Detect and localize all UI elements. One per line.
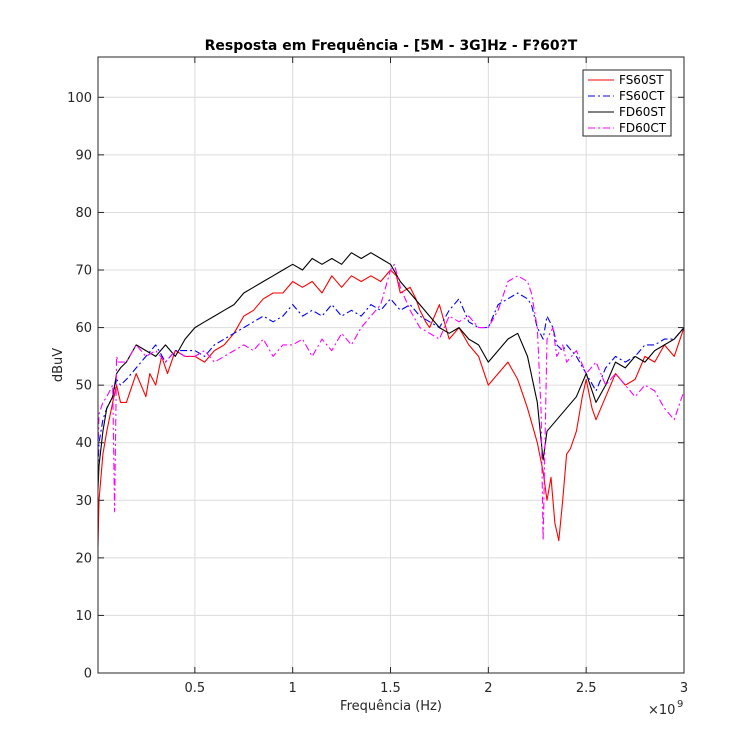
x-tick-label: 0.5 xyxy=(185,681,206,696)
legend-box xyxy=(582,69,672,137)
y-tick-label: 30 xyxy=(75,494,92,509)
x-exponent-power: 9 xyxy=(677,699,683,710)
legend-label: FD60ST xyxy=(619,105,666,119)
y-tick-labels: 0 10 20 30 40 50 60 70 80 90 100 xyxy=(67,91,92,682)
series-line-fd60st xyxy=(97,252,685,489)
legend-label: FD60CT xyxy=(619,121,667,135)
y-tick-label: 20 xyxy=(75,551,92,566)
y-tick-label: 70 xyxy=(75,264,92,279)
series-line-fs60st xyxy=(97,269,685,547)
x-tick-label: 2 xyxy=(484,681,492,696)
legend: FS60ST FS60CT FD60ST FD60CT xyxy=(582,69,672,137)
y-tick-label: 10 xyxy=(75,609,92,624)
legend-entries: FS60ST FS60CT FD60ST FD60CT xyxy=(588,73,667,135)
y-tick-label: 100 xyxy=(67,91,92,106)
y-tick-label: 60 xyxy=(75,321,92,336)
y-axis-label: dBuV xyxy=(51,348,66,382)
legend-label: FS60ST xyxy=(619,73,664,87)
x-exponent-multiplier: ×10 xyxy=(648,703,675,718)
x-axis-label: Frequência (Hz) xyxy=(340,699,442,714)
x-tick-label: 2.5 xyxy=(576,681,597,696)
y-tick-label: 90 xyxy=(75,148,92,163)
y-tick-label: 0 xyxy=(84,667,92,682)
series-lines xyxy=(97,252,685,547)
y-tick-label: 50 xyxy=(75,379,92,394)
x-tick-label: 1 xyxy=(289,681,297,696)
x-tick-labels: 0.5 1 1.5 2 2.5 3 xyxy=(185,681,689,696)
y-tick-label: 80 xyxy=(75,206,92,221)
series-line-fd60ct xyxy=(97,263,685,542)
x-tick-label: 3 xyxy=(680,681,688,696)
axis-ticks xyxy=(98,57,685,674)
y-tick-label: 40 xyxy=(75,436,92,451)
series-line-fs60ct xyxy=(97,292,685,472)
legend-label: FS60CT xyxy=(619,89,665,103)
x-tick-label: 1.5 xyxy=(380,681,401,696)
chart-title: Resposta em Frequência - [5M - 3G]Hz - F… xyxy=(205,38,578,54)
